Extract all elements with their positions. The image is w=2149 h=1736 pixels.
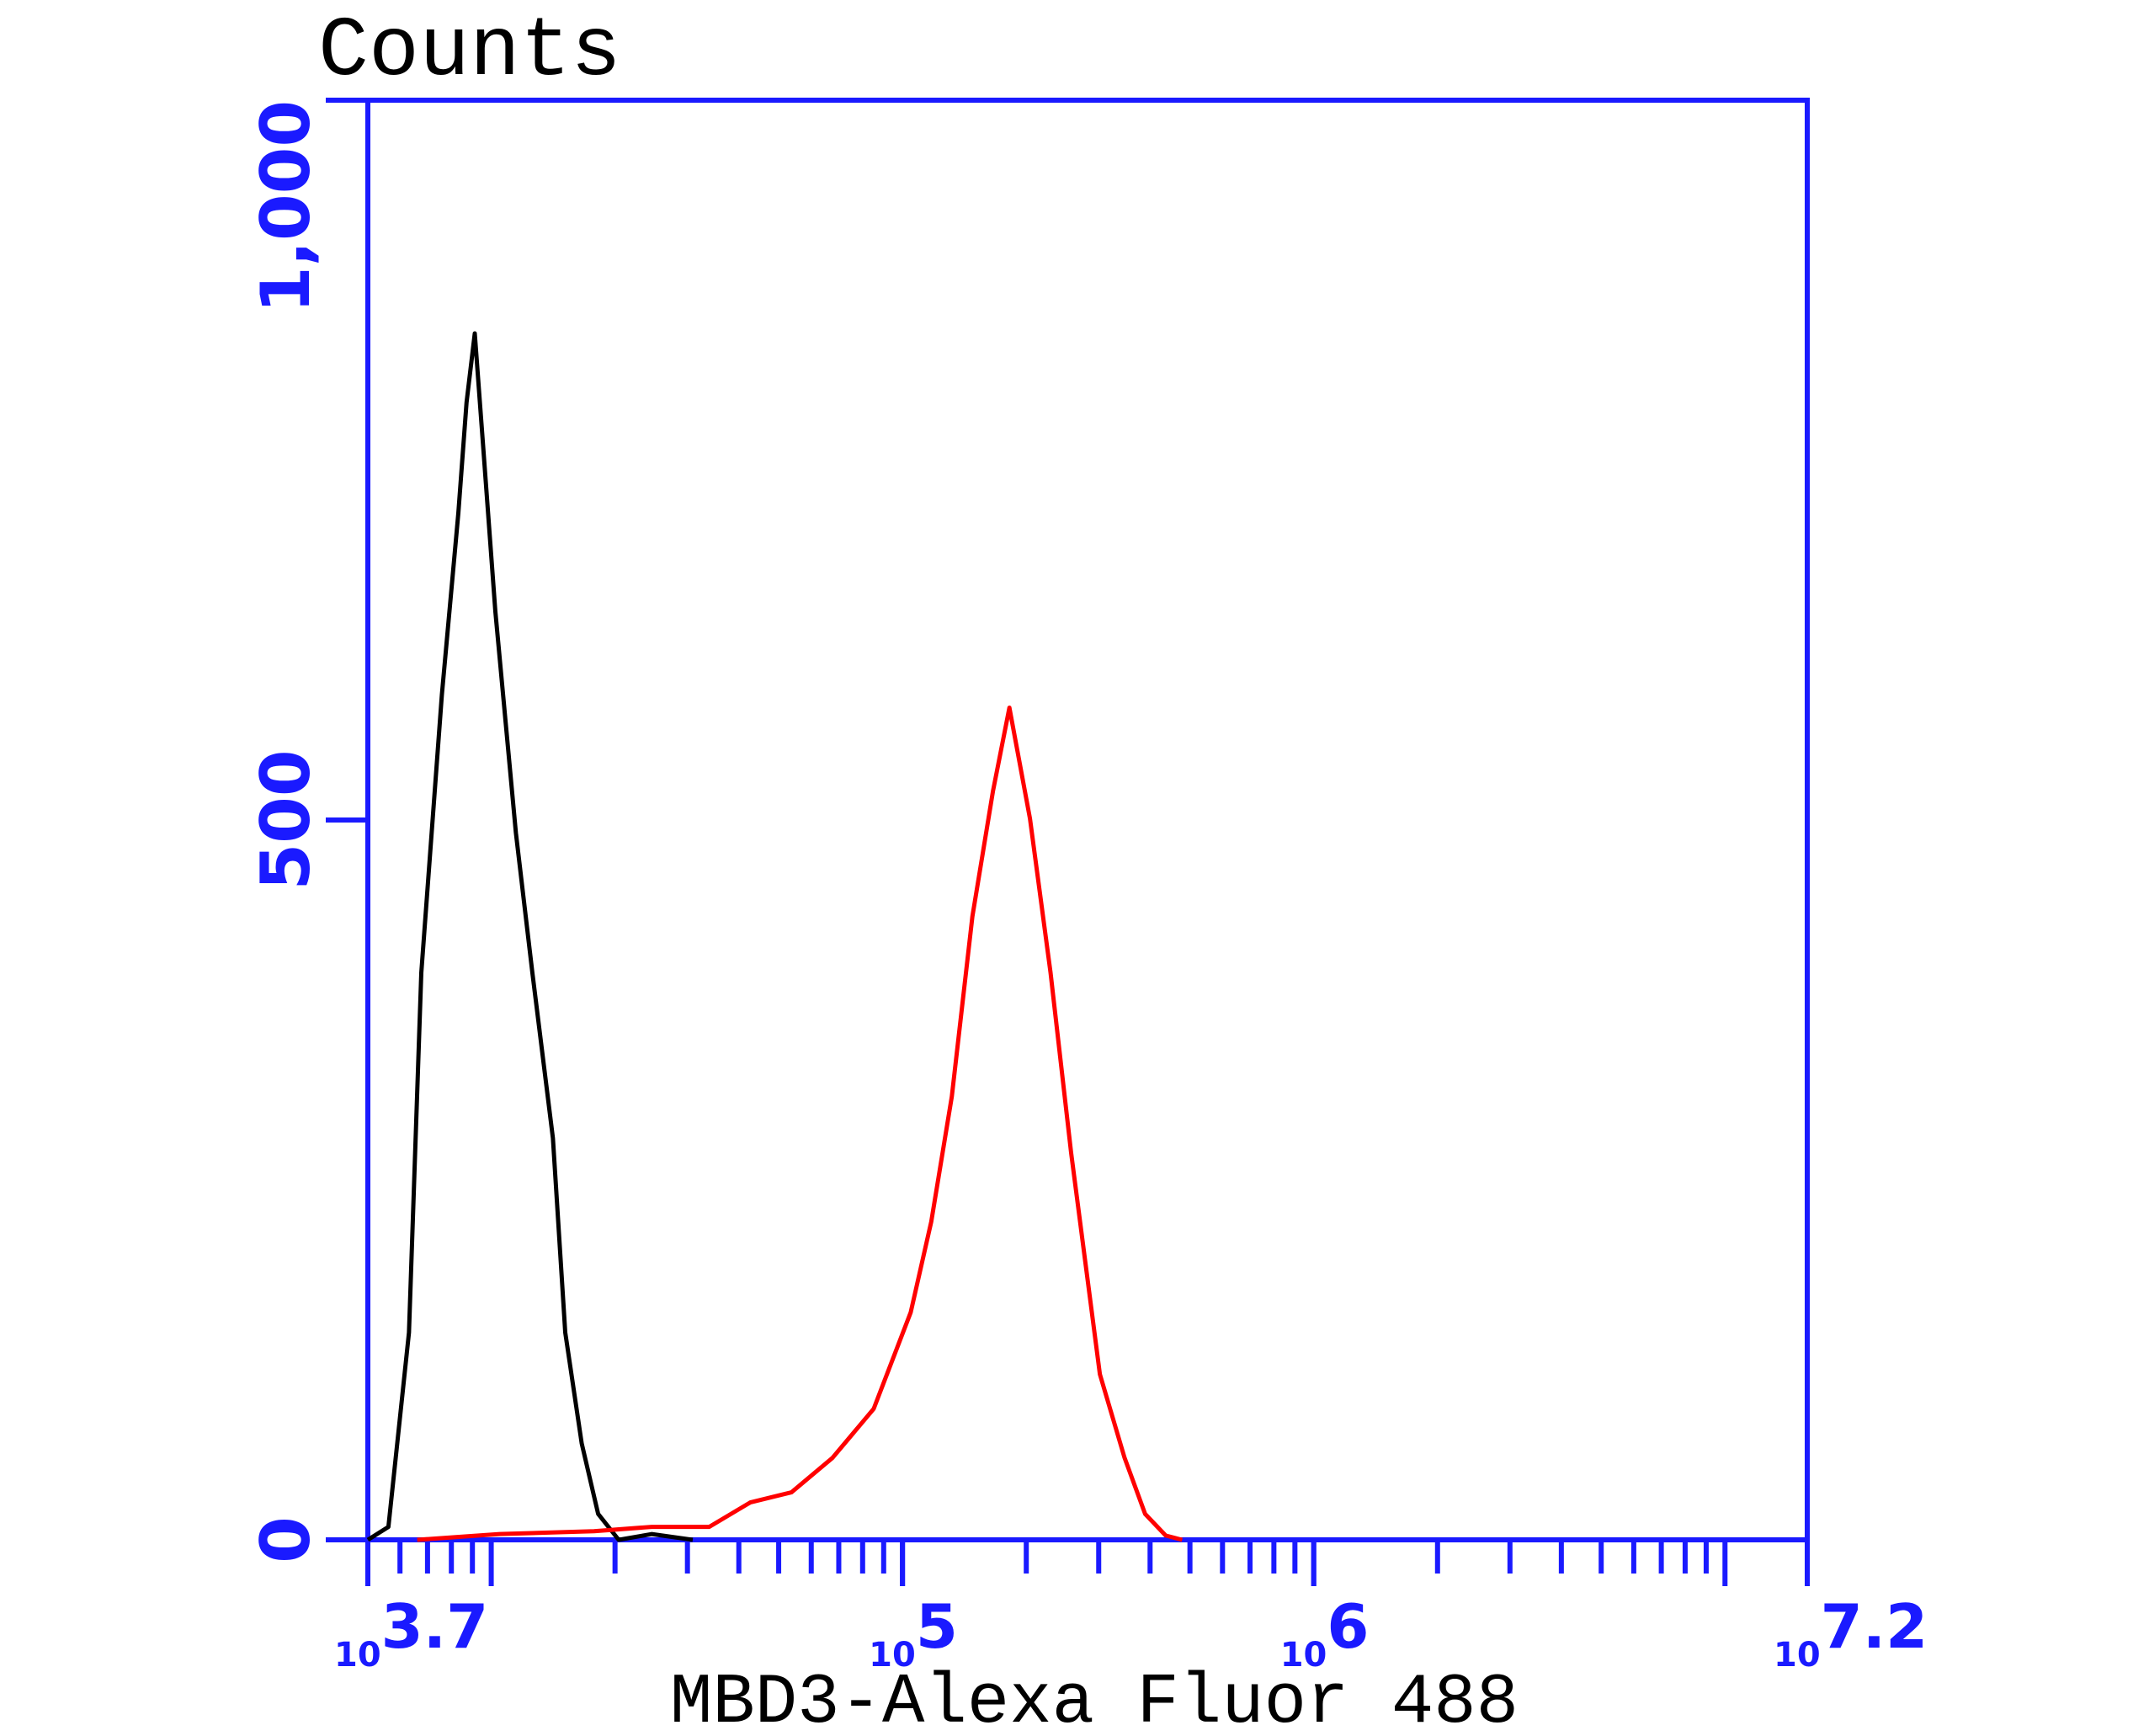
x-tick-base: 10 — [1774, 1636, 1821, 1675]
x-tick-base: 10 — [869, 1636, 916, 1675]
y-axis-title: Counts — [318, 5, 621, 100]
x-tick-label: 107.2 — [1774, 1591, 1928, 1675]
histogram-line — [366, 331, 694, 1542]
x-tick-exponent: 6 — [1327, 1591, 1369, 1662]
x-tick-base: 10 — [1280, 1636, 1327, 1675]
plot-frame — [365, 98, 1810, 1542]
x-tick-exponent: 7.2 — [1821, 1591, 1928, 1662]
x-tick-base: 10 — [334, 1636, 381, 1675]
y-tick-label: 1,000 — [247, 100, 325, 313]
x-tick-exponent: 5 — [916, 1591, 958, 1662]
x-tick-label: 106 — [1280, 1591, 1370, 1675]
y-tick-label: 500 — [247, 750, 325, 891]
y-tick-label: 0 — [247, 1516, 325, 1563]
histogram-line — [417, 706, 1184, 1542]
x-tick-exponent: 3.7 — [381, 1591, 489, 1662]
x-tick-label: 103.7 — [334, 1591, 488, 1675]
x-axis-title: MBD3-Alexa Fluor 488 — [670, 1664, 1519, 1736]
x-tick-label: 105 — [869, 1591, 958, 1675]
